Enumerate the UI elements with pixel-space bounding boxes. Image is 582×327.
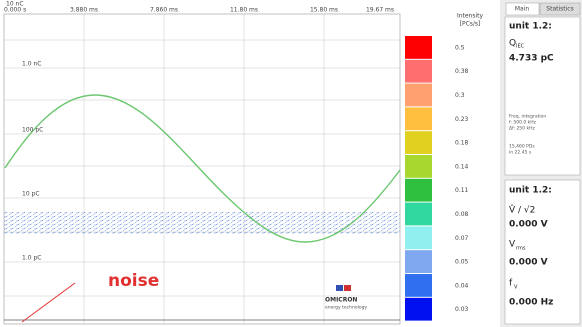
legend-swatch: [405, 226, 432, 250]
side-panel: Main Statistics unit 1.2: Q IEC 4.733 pC…: [500, 0, 582, 327]
logo-flag: [336, 285, 343, 291]
quantity: V: [509, 240, 516, 250]
legend-swatch: [405, 131, 432, 154]
legend-value: 0.38: [455, 68, 469, 75]
time-label: 3.880 ms: [70, 7, 98, 14]
measurement-box: [504, 16, 581, 176]
legend-swatch: [405, 36, 432, 59]
logo-tagline: energy technology: [325, 305, 367, 311]
level-label: 10 pC: [22, 191, 40, 198]
annotation: noise: [108, 271, 159, 291]
time-label: 0.000 s: [4, 7, 26, 14]
count: 15,460 PDs: [509, 144, 535, 150]
annotation-arrow: [21, 282, 76, 323]
logo-name: OMICRON: [325, 297, 357, 304]
noise-band: [4, 212, 400, 234]
legend-value: 0.08: [455, 211, 469, 218]
grid: [4, 14, 400, 324]
measurement-box: [504, 179, 581, 325]
legend-swatch: [405, 83, 432, 107]
legend-value: 0.14: [455, 163, 469, 170]
corner-label: 10 nC: [6, 1, 24, 8]
quantity-sub: IEC: [516, 44, 525, 50]
time-label: 7.860 ms: [150, 7, 178, 14]
legend-swatch: [405, 107, 432, 131]
tab[interactable]: [539, 2, 581, 16]
unit-label: unit 1.2:: [509, 22, 552, 32]
legend-value: 0.07: [455, 235, 469, 242]
legend-value: 0.18: [455, 140, 469, 147]
legend-swatch: [405, 274, 432, 297]
quantity-sub: V: [514, 285, 518, 291]
voltage-curve: [4, 94, 401, 243]
legend-swatch: [405, 297, 432, 321]
time-label: 11.80 ms: [230, 7, 258, 14]
time-label: 15.80 ms: [310, 7, 338, 14]
legend-value: 0.5: [455, 44, 465, 51]
value: 0.000 V: [509, 220, 548, 230]
legend-value: 0.04: [455, 282, 469, 289]
value: 0.000 Hz: [509, 298, 553, 308]
legend-swatch: [405, 155, 432, 178]
legend-unit: [PCs/s]: [460, 21, 481, 28]
level-label: 1.0 pC: [22, 255, 41, 262]
plot-frame: [3, 13, 401, 325]
legend-swatch: [405, 178, 432, 202]
tab-label[interactable]: Statistics: [546, 6, 573, 13]
quantity: f: [509, 279, 513, 289]
quantity: V̂ / √2: [509, 204, 535, 216]
note: Freq. integration: [509, 114, 546, 120]
legend-title: Intensity: [457, 13, 484, 20]
logo-flag: [344, 285, 351, 291]
legend-swatch: [405, 59, 432, 83]
note: Δf: 250 kHz: [509, 126, 535, 132]
level-label: 100 pC: [22, 127, 43, 134]
tab-label[interactable]: Main: [515, 6, 530, 13]
legend-swatch: [405, 202, 432, 226]
legend-swatch: [405, 250, 432, 273]
count: in 22.45 s: [509, 150, 532, 156]
tab[interactable]: [505, 2, 540, 16]
quantity-sub: rms: [516, 246, 526, 252]
time-label: 19.67 ms: [366, 7, 394, 14]
unit-label: unit 1.2:: [509, 186, 552, 196]
intensity-legend: Intensity [PCs/s] 0.5 0.38 0.3 0.23 0.18 0.14…: [405, 13, 484, 321]
legend-value: 0.3: [455, 92, 465, 99]
legend-value: 0.23: [455, 116, 469, 123]
value: 0.000 V: [509, 258, 548, 268]
value: 4.733 pC: [509, 54, 554, 64]
level-label: 1.0 nC: [22, 61, 41, 68]
legend-value: 0.11: [455, 187, 469, 194]
note: f: 500.0 kHz: [509, 120, 537, 126]
legend-value: 0.05: [455, 259, 469, 266]
plot-area: 10 nC 0.000 s 3.880 ms 7.860 ms 11.80 ms…: [3, 1, 401, 325]
quantity: Q: [509, 39, 516, 49]
legend-value: 0.03: [455, 306, 469, 313]
